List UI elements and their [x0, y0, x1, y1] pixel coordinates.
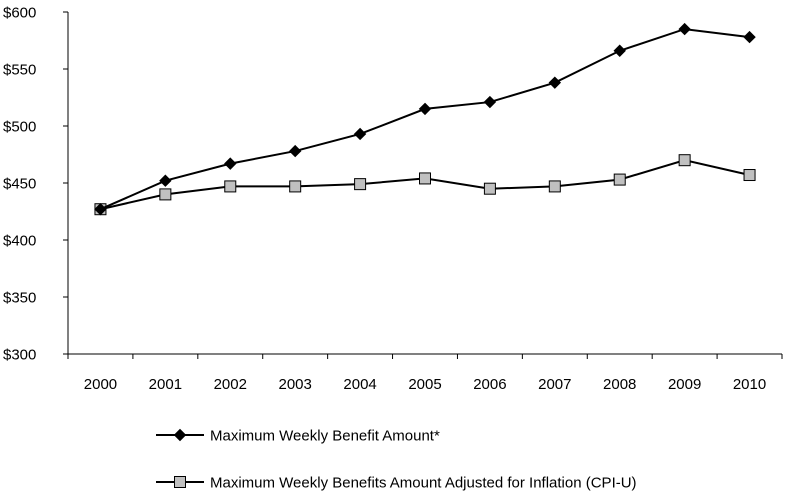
series-1	[94, 22, 756, 216]
legend-entry: Maximum Weekly Benefits Amount Adjusted …	[156, 475, 637, 491]
x-tick-label: 2009	[668, 376, 701, 393]
x-tick-label: 2001	[149, 376, 182, 393]
data-point	[548, 76, 562, 89]
data-point	[483, 182, 496, 195]
data-point	[159, 188, 172, 201]
y-tick-label: $300	[3, 347, 36, 364]
data-point	[743, 169, 756, 182]
legend: Maximum Weekly Benefit Amount* Maximum We…	[156, 428, 637, 491]
y-tick-label: $400	[3, 233, 36, 250]
x-tick-label: 2006	[473, 376, 506, 393]
data-point	[224, 180, 237, 193]
series-2	[94, 154, 756, 216]
x-axis-ticks: 2000 2001 2002 2003 2004 2005 2006 2007 2008 2009…	[67, 354, 783, 393]
series-line	[100, 159, 750, 211]
x-tick-label: 2002	[214, 376, 247, 393]
legend-marker	[173, 428, 187, 442]
legend-label: Maximum Weekly Benefit Amount*	[210, 428, 440, 445]
y-tick-label: $350	[3, 290, 36, 307]
data-point	[483, 95, 497, 109]
data-point	[419, 172, 431, 185]
y-tick-label: $600	[3, 5, 36, 22]
data-point	[678, 22, 691, 36]
y-tick-label: $450	[3, 176, 36, 193]
legend-label: Maximum Weekly Benefits Amount Adjusted …	[210, 475, 637, 491]
data-point	[289, 180, 302, 193]
legend-marker	[174, 476, 186, 488]
data-point	[353, 127, 367, 141]
x-tick-label: 2000	[84, 376, 117, 393]
data-point	[224, 157, 237, 170]
data-point	[678, 154, 691, 167]
x-tick-label: 2008	[603, 376, 636, 393]
data-point	[159, 174, 172, 187]
data-point	[613, 173, 626, 186]
y-tick-label: $500	[3, 119, 36, 136]
x-tick-label: 2003	[278, 376, 311, 393]
series-layer	[94, 22, 756, 216]
data-point	[548, 180, 561, 193]
x-tick-label: 2004	[343, 376, 376, 393]
data-point	[94, 203, 107, 216]
data-point	[418, 102, 432, 116]
legend-entry: Maximum Weekly Benefit Amount*	[156, 428, 440, 445]
x-tick-label: 2010	[733, 376, 766, 393]
data-point	[743, 30, 756, 44]
data-point	[288, 144, 302, 158]
y-axis-ticks: $300 $350 $400 $450 $500 $550 $600	[3, 5, 68, 364]
x-tick-label: 2007	[538, 376, 571, 393]
data-point	[354, 178, 367, 191]
y-tick-label: $550	[3, 62, 36, 79]
x-tick-label: 2005	[408, 376, 441, 393]
data-point	[613, 44, 626, 57]
